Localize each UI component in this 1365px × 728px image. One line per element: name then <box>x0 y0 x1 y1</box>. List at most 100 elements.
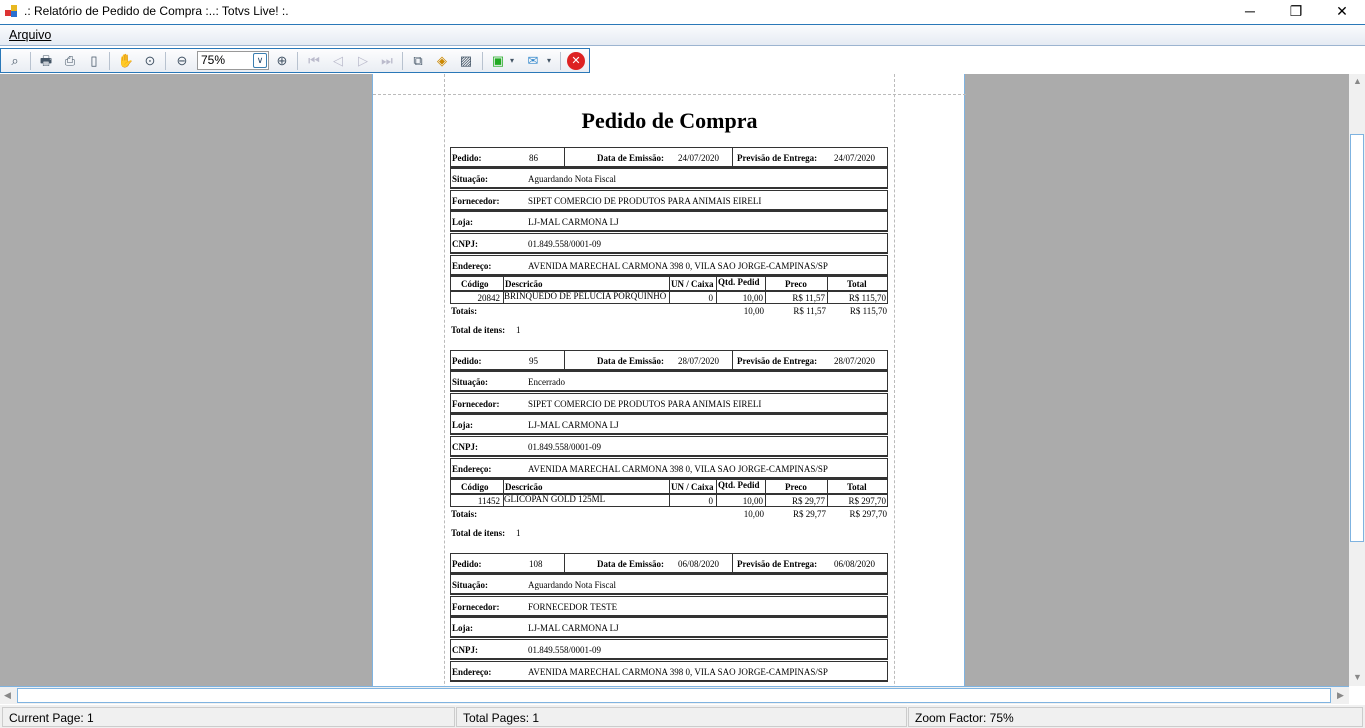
emissao-value: 06/08/2020 <box>678 559 720 569</box>
order-header-row: Pedido: 86 Data de Emissão: 24/07/2020 Pre… <box>450 147 888 168</box>
divider <box>716 495 717 506</box>
save-dropdown-icon[interactable]: ▾ <box>509 56 514 65</box>
horizontal-scrollbar[interactable]: ◀ ▶ <box>0 686 1349 704</box>
divider <box>669 480 670 493</box>
cnpj-row: CNPJ: 01.849.558/0001-09 <box>450 233 888 254</box>
cnpj-value: 01.849.558/0001-09 <box>528 645 601 655</box>
scroll-down-icon[interactable]: ▼ <box>1353 672 1362 682</box>
minimize-button[interactable]: ─ <box>1245 3 1255 19</box>
scroll-thumb[interactable] <box>1350 134 1364 542</box>
col-codigo: Código <box>461 482 489 492</box>
restore-button[interactable]: ❐ <box>1289 3 1303 19</box>
col-un: UN / Caixa <box>671 482 714 492</box>
zoom-out-icon[interactable]: ⊖ <box>176 53 188 68</box>
pedido-value: 95 <box>529 356 538 366</box>
divider <box>827 277 828 290</box>
zoom-tool-icon[interactable]: ⊙ <box>144 53 156 68</box>
binoculars-icon[interactable]: ⌕ <box>11 53 19 68</box>
print-setup-icon[interactable]: 🖶 <box>39 53 53 68</box>
col-total: Total <box>847 279 867 289</box>
divider <box>732 554 733 572</box>
item-qtd: 10,00 <box>742 496 763 506</box>
print-icon[interactable]: ⎙ <box>64 53 76 68</box>
totais-label: Totais: <box>451 306 478 316</box>
emissao-label: Data de Emissão: <box>597 356 664 366</box>
scroll-thumb[interactable] <box>17 688 1331 703</box>
next-page-icon[interactable]: ▷ <box>358 53 368 68</box>
app-icon <box>5 5 18 18</box>
col-preco: Preco <box>785 279 807 289</box>
divider <box>732 148 733 166</box>
items-header: Código Descricão UN / Caixa Qtd. Pedid Preco… <box>450 479 888 494</box>
page-setup-icon[interactable]: ▯ <box>90 53 98 68</box>
fornecedor-value: SIPET COMERCIO DE PRODUTOS PARA ANIMAIS … <box>528 399 762 409</box>
situacao-value: Aguardando Nota Fiscal <box>528 174 616 184</box>
prev-page-icon[interactable]: ◁ <box>333 53 343 68</box>
loja-value: LJ-MAL CARMONA LJ <box>528 217 619 227</box>
situacao-label: Situação: <box>452 580 488 590</box>
scroll-up-icon[interactable]: ▲ <box>1353 76 1362 86</box>
cnpj-row: CNPJ: 01.849.558/0001-09 <box>450 639 888 660</box>
report-title: Pedido de Compra <box>581 108 758 133</box>
margin-line <box>444 74 445 686</box>
chevron-down-icon[interactable]: ∨ <box>253 53 267 68</box>
col-codigo: Código <box>461 279 489 289</box>
totais-preco: R$ 11,57 <box>793 306 826 316</box>
zoom-value: 75% <box>201 53 226 67</box>
status-bar: Current Page: 1 Total Pages: 1 Zoom Fact… <box>0 705 1365 728</box>
item-preco: R$ 11,57 <box>792 293 825 303</box>
order-header-row: Pedido: 108 Data de Emissão: 06/08/2020 Pr… <box>450 553 888 574</box>
current-page: Current Page: 1 <box>2 707 455 727</box>
endereco-label: Endereço: <box>452 261 492 271</box>
situacao-row: Situação: Encerrado <box>450 371 888 392</box>
scroll-right-icon[interactable]: ▶ <box>1337 690 1344 700</box>
endereco-value: AVENIDA MARECHAL CARMONA 398 0, VILA SAO… <box>528 464 828 474</box>
item-total: R$ 115,70 <box>848 293 886 303</box>
pedido-value: 86 <box>529 153 538 163</box>
emissao-label: Data de Emissão: <box>597 153 664 163</box>
separator <box>402 52 403 70</box>
col-preco: Preco <box>785 482 807 492</box>
scroll-left-icon[interactable]: ◀ <box>4 690 11 700</box>
menu-bar: Arquivo <box>0 24 1365 46</box>
divider <box>716 292 717 303</box>
divider <box>503 277 504 290</box>
vertical-scrollbar[interactable]: ▲ ▼ <box>1349 74 1365 686</box>
item-descricao: GLICOPAN GOLD 125ML <box>504 494 606 504</box>
loja-label: Loja: <box>452 623 473 633</box>
last-page-icon[interactable]: ⏭ <box>381 53 393 68</box>
close-window-button[interactable]: ✕ <box>1336 3 1348 19</box>
zoom-select[interactable]: 75% ∨ <box>197 51 269 70</box>
pedido-value: 108 <box>529 559 543 569</box>
totais-preco: R$ 29,77 <box>792 509 826 519</box>
multi-page-icon[interactable]: ⧉ <box>413 53 423 68</box>
previsao-label: Previsão de Entrega: <box>737 356 818 366</box>
close-icon[interactable]: ✕ <box>567 52 585 70</box>
pedido-label: Pedido: <box>452 356 482 366</box>
first-page-icon[interactable]: ⏮ <box>308 53 320 68</box>
col-qtd: Qtd. Pedid <box>718 480 760 490</box>
divider <box>827 292 828 303</box>
fornecedor-row: Fornecedor: SIPET COMERCIO DE PRODUTOS PA… <box>450 190 888 211</box>
fornecedor-value: SIPET COMERCIO DE PRODUTOS PARA ANIMAIS … <box>528 196 762 206</box>
watermark-icon[interactable]: ▨ <box>459 53 473 68</box>
divider <box>669 495 670 506</box>
menu-arquivo[interactable]: Arquivo <box>9 28 51 42</box>
item-preco: R$ 29,77 <box>791 496 825 506</box>
email-icon[interactable]: ✉ <box>527 53 539 68</box>
save-icon[interactable]: ▣ <box>491 53 505 68</box>
divider <box>503 292 504 303</box>
divider <box>669 277 670 290</box>
menu-arquivo-label: Arquivo <box>9 28 52 42</box>
previsao-label: Previsão de Entrega: <box>737 559 818 569</box>
item-codigo: 20842 <box>477 293 501 303</box>
divider <box>564 351 565 369</box>
divider <box>716 277 717 290</box>
email-dropdown-icon[interactable]: ▾ <box>546 56 551 65</box>
hand-icon[interactable]: ✋ <box>117 53 135 68</box>
fornecedor-row: Fornecedor: FORNECEDOR TESTE <box>450 596 888 617</box>
background-color-icon[interactable]: ◈ <box>437 53 447 68</box>
divider <box>732 351 733 369</box>
zoom-in-icon[interactable]: ⊕ <box>276 53 288 68</box>
situacao-value: Encerrado <box>528 377 565 387</box>
